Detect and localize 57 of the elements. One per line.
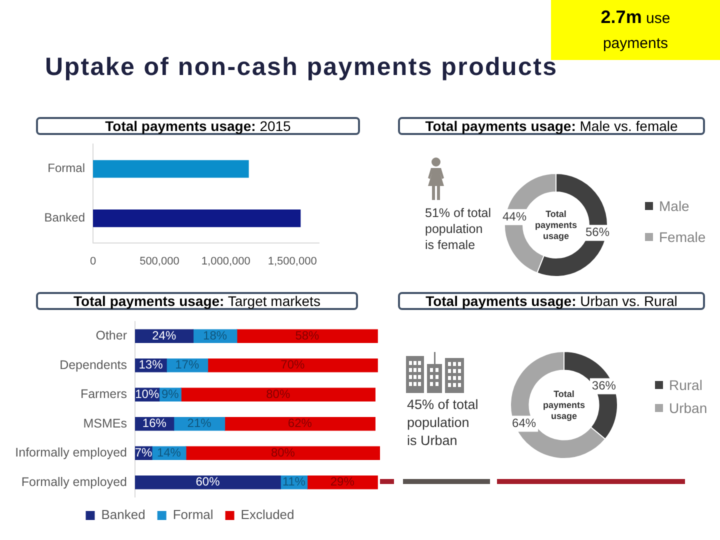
chart-title: Total payments usage: Target markets (74, 293, 320, 309)
data-label: 56% (585, 225, 610, 240)
text: 51% of total population is female (425, 205, 492, 253)
data-label: 10% (135, 386, 160, 401)
bar (180, 388, 376, 402)
text: 2.7m use payments (600, 6, 672, 52)
data-label: 29% (330, 474, 355, 489)
data-label: 64% (512, 416, 536, 430)
y-tick-label: Other (96, 328, 127, 343)
chart-title: Total payments usage: Urban vs. Rural (426, 293, 678, 309)
bar (236, 329, 378, 343)
data-label: 21% (187, 416, 212, 430)
data-label: 11% (282, 474, 306, 489)
y-tick-label: Dependents (60, 358, 127, 372)
bar (224, 417, 376, 431)
x-tick-label: 500,000 (140, 256, 180, 268)
data-label: 58% (295, 328, 320, 342)
data-label: 44% (502, 209, 527, 224)
data-label: 16% (142, 416, 167, 430)
legend-label: Banked (101, 507, 146, 522)
data-label: 9% (162, 386, 180, 401)
legend-label: Formal (172, 507, 214, 522)
text: Total payments usage (542, 389, 586, 422)
data-label: 80% (270, 445, 296, 460)
x-tick-label: 0 (90, 256, 96, 268)
text: Total payments usage (534, 209, 578, 242)
text: Uptake of non-cash payments products (45, 53, 558, 82)
data-label: 80% (266, 386, 290, 401)
data-label: 62% (288, 416, 312, 430)
legend-label: Female (659, 229, 706, 245)
x-tick-label: 1,000,000 (201, 256, 250, 268)
legend-label: Rural (669, 377, 702, 393)
y-tick-label: Formally employed (21, 474, 128, 489)
y-tick-label: Banked (44, 210, 85, 225)
data-label: 13% (138, 358, 164, 372)
legend-label: Male (659, 198, 690, 214)
y-tick-label: Formal (48, 161, 85, 176)
data-label: 60% (196, 474, 220, 489)
y-tick-label: Informally employed (15, 446, 128, 460)
data-label: 70% (280, 358, 306, 372)
bar (135, 476, 281, 490)
bar (186, 446, 380, 460)
data-label: 14% (156, 445, 182, 460)
bar (207, 358, 378, 372)
chart-title: Total payments usage: Male vs. female (425, 118, 678, 134)
chart-title: Total payments usage: 2015 (105, 118, 291, 134)
y-tick-label: MSMEs (83, 416, 127, 430)
data-label: 24% (152, 328, 176, 342)
data-label: 7% (134, 445, 152, 460)
legend-label: Excluded (240, 507, 294, 522)
data-label: 36% (592, 378, 616, 393)
text: 45% of total population is Urban (407, 396, 480, 450)
x-tick-label: 1,500,000 (268, 256, 317, 268)
y-tick-label: Farmers (80, 387, 127, 402)
legend-label: Urban (669, 400, 708, 416)
data-label: 17% (175, 358, 200, 372)
data-label: 18% (203, 328, 228, 342)
